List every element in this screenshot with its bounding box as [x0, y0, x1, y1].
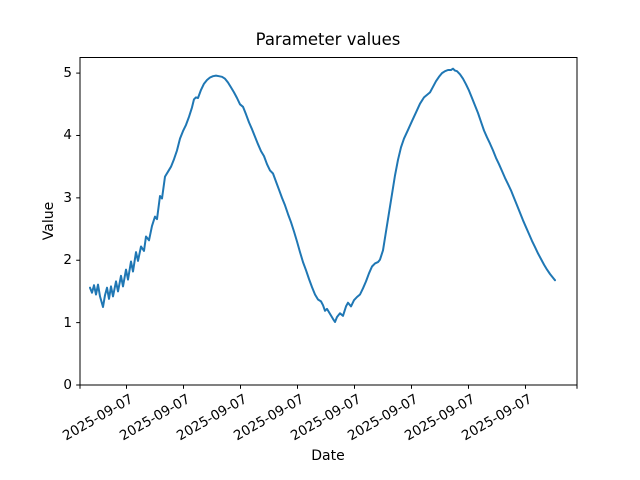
- x-axis-label: Date: [311, 448, 345, 464]
- y-tick-label: 3: [63, 189, 72, 206]
- y-axis-label: Value: [41, 201, 57, 241]
- y-tick-label: 1: [63, 314, 72, 331]
- y-tick-label: 0: [63, 377, 72, 393]
- y-tick-label: 4: [63, 127, 72, 144]
- plot-spines: [79, 57, 578, 386]
- series-line: [89, 67, 556, 323]
- y-tick-label: 5: [63, 65, 72, 82]
- y-tick-label: 2: [63, 252, 72, 269]
- chart-title: Parameter values: [255, 30, 401, 49]
